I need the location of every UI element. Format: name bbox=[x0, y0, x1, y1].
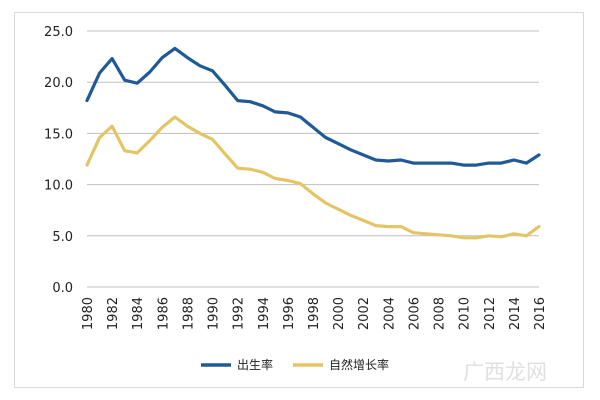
x-tick-label: 1980 bbox=[81, 297, 96, 330]
x-tick-label: 1982 bbox=[106, 297, 121, 330]
legend-label-birth-rate: 出生率 bbox=[237, 357, 273, 372]
x-tick-label: 1990 bbox=[207, 297, 222, 330]
x-tick-label: 2000 bbox=[332, 297, 347, 330]
chart-frame: 0.0 5.0 10.0 15.0 20.0 25.0 1980 1982 1984 1986 1… bbox=[14, 12, 584, 388]
x-tick-label: 1992 bbox=[232, 297, 247, 330]
x-tick-label: 2006 bbox=[407, 297, 422, 330]
x-tick-label: 1988 bbox=[181, 297, 196, 330]
x-tick-label: 1986 bbox=[156, 297, 171, 330]
y-tick-label: 5.0 bbox=[52, 230, 73, 245]
y-tick-label: 15.0 bbox=[44, 127, 73, 142]
x-tick-label: 1984 bbox=[131, 297, 146, 330]
x-tick-label: 2012 bbox=[483, 297, 498, 330]
y-tick-label: 10.0 bbox=[44, 179, 73, 194]
x-tick-label: 1996 bbox=[282, 297, 297, 330]
series-line-birth-rate bbox=[85, 46, 541, 167]
x-tick-label: 2002 bbox=[357, 297, 372, 330]
x-tick-label: 2016 bbox=[533, 297, 548, 330]
y-tick-label: 25.0 bbox=[44, 25, 73, 40]
line-chart: 0.0 5.0 10.0 15.0 20.0 25.0 1980 1982 1984 1986 1… bbox=[44, 25, 548, 384]
legend-label-natural-growth-rate: 自然增长率 bbox=[329, 357, 389, 372]
watermark: 广西龙网 bbox=[463, 360, 547, 384]
x-tick-label: 2008 bbox=[433, 297, 448, 330]
y-tick-label: 20.0 bbox=[44, 76, 73, 91]
x-tick-label: 1994 bbox=[257, 297, 272, 330]
x-tick-label: 2004 bbox=[382, 297, 397, 330]
x-tick-label: 2010 bbox=[458, 297, 473, 330]
x-tick-label: 2014 bbox=[508, 297, 523, 330]
y-tick-label: 0.0 bbox=[52, 281, 73, 296]
series-line-natural-growth-rate bbox=[85, 115, 541, 240]
x-tick-label: 1998 bbox=[307, 297, 322, 330]
